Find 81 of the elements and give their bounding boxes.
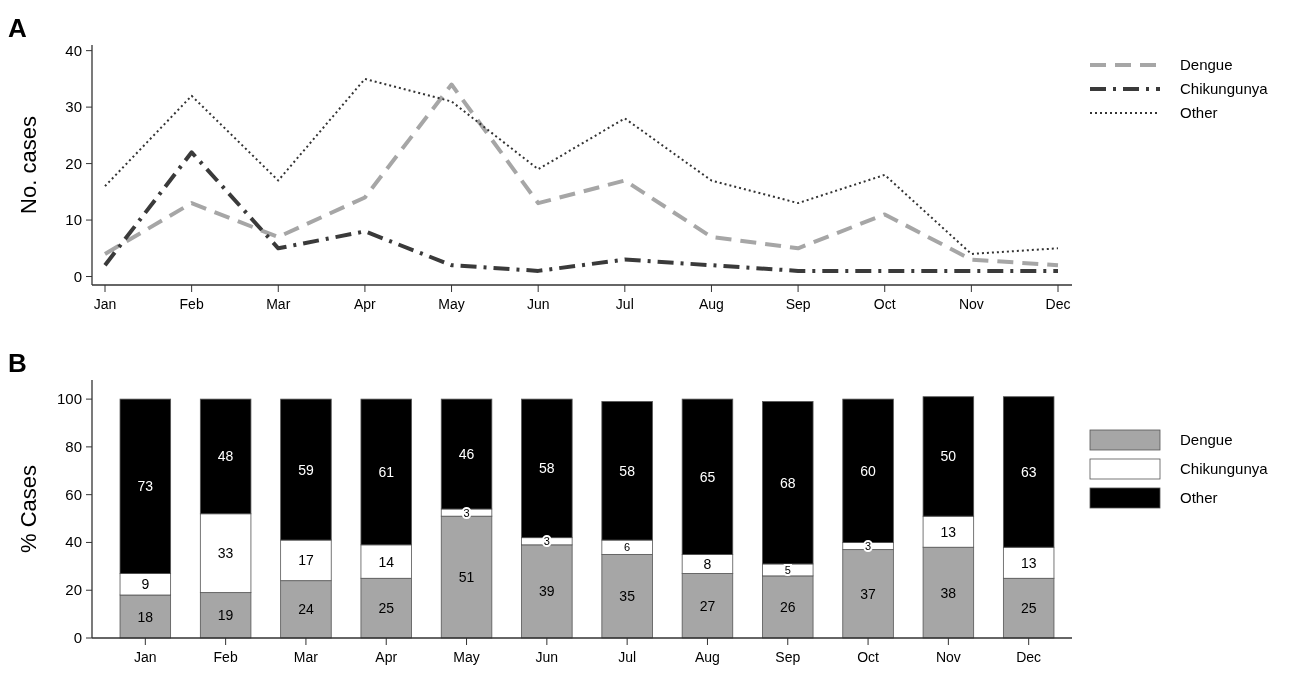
x-tick-label: Apr [375,649,398,665]
y-tick-label: 0 [73,629,82,646]
y-tick-label: 40 [65,41,82,59]
data-label: 37 [860,585,877,602]
data-label: 51 [458,569,475,586]
x-tick-label: Feb [179,296,204,312]
x-tick-label: Jun [535,649,559,665]
data-label: 6 [624,541,631,554]
data-label: 9 [141,576,150,593]
data-label: 58 [539,460,555,477]
x-tick-label: Nov [935,649,961,665]
x-tick-label: Jun [526,296,550,312]
data-label: 13 [940,523,957,540]
data-label: 50 [940,448,957,465]
x-tick-label: Mar [293,649,319,665]
data-label: 58 [619,462,636,479]
x-tick-label: Sep [775,649,801,665]
data-label: 33 [217,545,234,562]
x-tick-label: Aug [698,296,724,312]
y-tick-label: 0 [73,267,82,285]
data-label: 73 [137,478,154,495]
data-label: 14 [378,553,395,570]
x-tick-label: Mar [266,296,291,312]
data-label: 60 [860,462,877,479]
data-label: 61 [378,463,395,480]
x-tick-label: Aug [695,649,720,665]
y-tick-label: 100 [56,390,82,408]
legend-label: Chikungunya [1180,460,1269,477]
x-tick-label: Dec [1045,296,1071,312]
data-label: 27 [699,597,716,614]
x-tick-label: May [453,649,480,665]
data-label: 68 [779,474,796,491]
legend-label: Other [1180,489,1218,506]
x-tick-label: Apr [354,296,377,312]
data-label: 38 [940,584,957,601]
x-tick-label: Oct [873,296,896,312]
text: B [8,348,27,378]
x-tick-label: Dec [1016,649,1042,665]
x-tick-label: Sep [785,296,811,312]
data-label: 3 [865,540,872,553]
data-label: 19 [217,607,234,624]
x-tick-label: Jan [93,296,117,312]
line-series [103,150,1060,273]
legend-label: Dengue [1180,431,1233,448]
x-tick-label: Oct [857,649,880,665]
legend-label: Dengue [1180,56,1233,73]
y-tick-label: 80 [65,437,82,455]
data-label: 48 [217,448,234,465]
y-axis-title: % Cases [16,464,41,554]
data-label: 17 [298,552,314,569]
data-label: 39 [539,583,555,600]
x-tick-label: Jul [615,296,634,312]
data-label: 18 [137,608,154,625]
x-tick-label: May [438,296,465,312]
y-tick-label: 40 [65,533,82,551]
data-label: 59 [298,461,314,478]
data-label: 65 [699,468,716,485]
y-tick-label: 30 [65,98,82,116]
data-label: 25 [1020,600,1037,617]
data-label: 8 [703,555,712,572]
data-label: 26 [779,598,796,615]
x-tick-label: Jan [134,649,157,665]
legend-label: Chikungunya [1180,80,1269,97]
x-tick-label: Feb [213,649,238,665]
data-label: 24 [298,601,314,618]
data-label: 3 [463,506,470,519]
data-label: 46 [458,446,475,463]
data-label: 25 [378,600,395,617]
legend-label: Other [1180,104,1218,121]
data-label: 63 [1020,463,1037,480]
y-tick-label: 10 [65,211,82,229]
data-label: 5 [784,563,791,576]
data-label: 35 [619,588,636,605]
x-tick-label: Jul [618,649,637,665]
y-tick-label: 20 [65,154,82,172]
y-tick-label: 20 [65,581,82,599]
y-axis-title: No. cases [16,116,41,214]
x-tick-label: Nov [958,296,984,312]
text: A [8,13,27,43]
y-tick-label: 60 [65,485,82,503]
data-label: 13 [1020,554,1037,571]
